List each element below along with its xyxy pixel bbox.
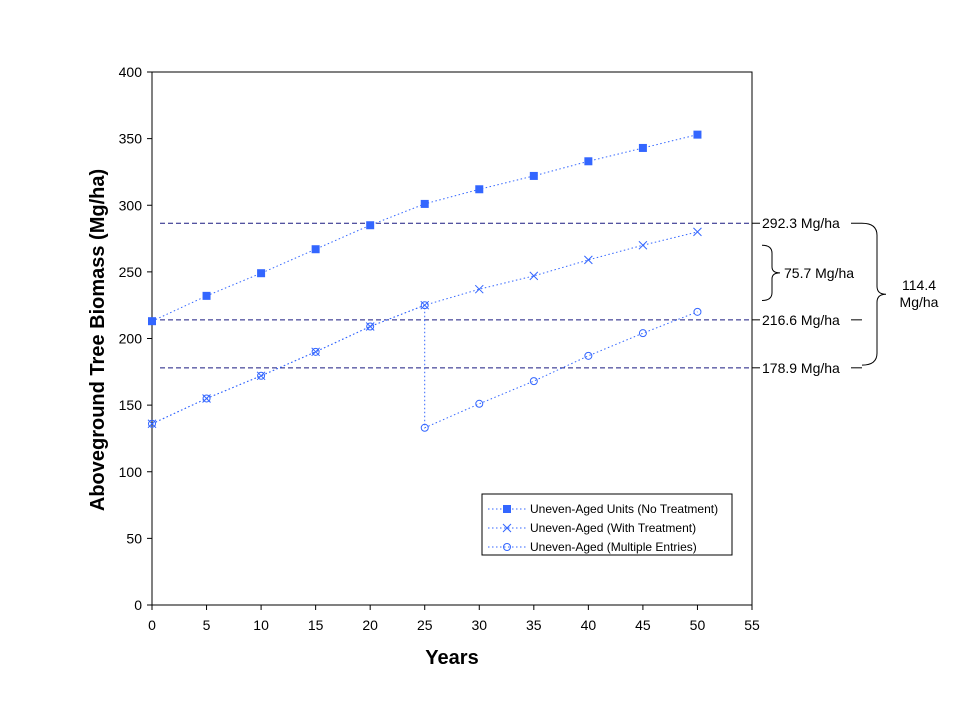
data-point [420, 199, 429, 208]
data-point-stroke-b [584, 255, 593, 265]
x-tick-label: 50 [690, 617, 706, 633]
x-tick-label: 45 [635, 617, 651, 633]
y-tick-label: 150 [119, 397, 143, 413]
x-tick-label: 20 [362, 617, 378, 633]
data-point [475, 399, 484, 408]
data-point [366, 221, 375, 230]
data-point [638, 329, 647, 338]
x-axis-title: Years [425, 647, 478, 669]
legend-box [481, 493, 733, 556]
brace-large-label: 114.4 Mg/ha [900, 277, 939, 310]
legend-item: Uneven-Aged (Multiple Entries) [488, 540, 697, 554]
reference-label: 292.3 Mg/ha [762, 215, 840, 231]
data-point [420, 301, 429, 310]
x-tick-label: 40 [581, 617, 597, 633]
y-tick-label: 200 [119, 331, 143, 347]
reference-label: 216.6 Mg/ha [762, 312, 840, 328]
data-point [529, 271, 539, 281]
data-point-stroke-b [529, 271, 539, 281]
y-tick-label: 300 [119, 197, 143, 213]
data-point [148, 317, 156, 326]
data-point [257, 371, 266, 380]
data-point [366, 322, 375, 331]
legend-marker [503, 543, 511, 551]
x-tick-label: 0 [148, 617, 156, 633]
data-point-stroke-b [638, 240, 648, 250]
data-point [474, 284, 484, 294]
reference-label: 178.9 Mg/ha [762, 360, 840, 376]
data-point [584, 157, 593, 166]
brace-large-label-line: Mg/ha [900, 294, 939, 310]
x-tick-label: 55 [744, 617, 760, 633]
data-point [148, 419, 156, 428]
data-point [529, 377, 538, 386]
x-tick-label: 10 [253, 617, 269, 633]
y-tick-label: 100 [119, 464, 143, 480]
data-point-stroke-b [693, 227, 702, 237]
series-0 [148, 130, 702, 326]
data-point [638, 240, 648, 250]
data-point [693, 130, 702, 139]
data-point [693, 227, 702, 237]
data-point [311, 245, 320, 254]
data-point [475, 185, 484, 194]
brace-small [761, 244, 781, 302]
data-point [638, 143, 647, 152]
data-point [693, 307, 702, 316]
y-tick-label: 400 [119, 64, 143, 80]
legend-label: Uneven-Aged (With Treatment) [530, 521, 696, 535]
x-tick-label: 15 [308, 617, 324, 633]
brace-large [861, 222, 887, 366]
x-tick-label: 5 [203, 617, 211, 633]
data-point [584, 351, 593, 360]
data-point [420, 423, 429, 432]
brace-large-label-line: 114.4 [902, 277, 936, 293]
y-axis-title: Aboveground Tree Biomass (Mg/ha) [87, 169, 109, 511]
data-point [529, 171, 538, 180]
brace-small-label: 75.7 Mg/ha [784, 265, 854, 281]
legend-label: Uneven-Aged (Multiple Entries) [530, 540, 697, 554]
x-tick-label: 25 [417, 617, 433, 633]
data-point [257, 269, 266, 278]
series-line [151, 304, 698, 429]
y-tick-label: 250 [119, 264, 143, 280]
legend-marker [503, 505, 511, 513]
y-tick-label: 0 [134, 597, 142, 613]
data-point [311, 347, 320, 356]
legend-item: Uneven-Aged Units (No Treatment) [488, 502, 718, 516]
data-point [202, 394, 211, 403]
legend-marker [502, 523, 512, 533]
data-point-stroke-b [474, 284, 484, 294]
y-tick-label: 50 [126, 530, 142, 546]
data-point [584, 255, 593, 265]
legend-label: Uneven-Aged Units (No Treatment) [530, 502, 718, 516]
x-tick-label: 30 [471, 617, 487, 633]
series-2 [148, 301, 702, 432]
legend-item: Uneven-Aged (With Treatment) [488, 521, 696, 535]
x-tick-label: 35 [526, 617, 542, 633]
y-tick-label: 350 [119, 131, 143, 147]
legend-marker-stroke-b [502, 523, 512, 533]
data-point [202, 291, 211, 300]
